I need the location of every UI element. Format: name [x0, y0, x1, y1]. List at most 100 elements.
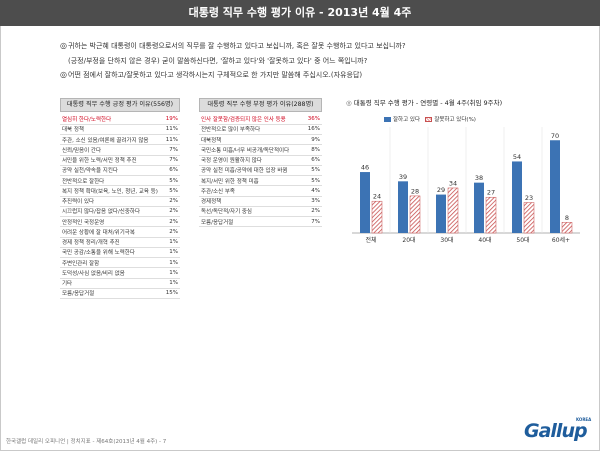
bullet-icon: ◎ [346, 99, 352, 107]
question-1: ◎귀하는 박근혜 대통령이 대통령으로서의 직무를 잘 수행하고 있다고 보십니… [60, 41, 406, 51]
reason-value: 5% [303, 165, 322, 177]
reason-label: 경제 정책 정리/개혁 추진 [60, 237, 164, 248]
data-label: 24 [373, 193, 381, 201]
reason-label: 주변인관리 잘함 [60, 257, 164, 269]
legend-label-negative: 잘못하고 있다(%) [434, 117, 476, 123]
category-label: 50대 [516, 236, 529, 244]
table-row: 전반적으로 잘한다 5% [60, 175, 180, 187]
footer-note: 한국갤럽 데일리 오피니언 | 정치지표 - 제64호(2013년 4월 4주)… [6, 439, 167, 445]
age-bar-chart: 46 24 전체 39 28 20대 29 34 30대 38 27 40대 54 23 50대 70 8 60세… [352, 127, 580, 244]
reason-value: 7% [163, 155, 180, 166]
bar-negative [447, 187, 459, 234]
table-row: 안정적인 국정운영 2% [60, 216, 180, 228]
table-row: 복지/서민 위한 정책 미흡 5% [199, 175, 322, 187]
reason-value: 8% [303, 144, 322, 156]
table-row: 주관/소신 부족 4% [199, 185, 322, 197]
positive-table-header: 대통령 직무 수행 긍정 평가 이유(556명) [60, 98, 180, 112]
category-label: 60세+ [552, 236, 570, 244]
question-1-text: 귀하는 박근혜 대통령이 대통령으로서의 직무를 잘 수행하고 있다고 보십니까… [68, 42, 406, 50]
reason-value: 6% [163, 165, 180, 177]
chart-title-text: 대통령 직무 수행 평가 - 연령별 - 4월 4주(취임 9주차) [353, 99, 503, 107]
table-row: 도덕성/사심 없음/비리 없음 1% [60, 267, 180, 279]
category-label: 30대 [440, 236, 453, 244]
table-row: 전반적으로 많이 부족하다 16% [199, 124, 322, 136]
reason-value: 7% [163, 144, 180, 156]
reason-label: 열심히 한다/노력한다 [60, 114, 164, 125]
negative-table-header: 대통령 직무 수행 부정 평가 이유(288명) [199, 98, 322, 112]
reason-value: 4% [303, 185, 322, 197]
reason-label: 주관/소신 부족 [199, 185, 304, 197]
table-row: 공약 실천 미흡/공약에 대한 입장 바뀜 5% [199, 165, 322, 177]
gallup-logo-sub: KOREA [576, 417, 592, 422]
reason-value: 36% [303, 114, 322, 125]
data-label: 27 [487, 189, 495, 197]
data-label: 38 [475, 174, 483, 182]
table-row: 기타 1% [60, 278, 180, 289]
bar-positive [512, 161, 522, 233]
table-row: 신뢰/믿음이 간다 7% [60, 144, 180, 156]
reason-value: 1% [163, 278, 180, 289]
reason-label: 모름/응답거절 [199, 216, 304, 228]
data-label: 39 [399, 173, 407, 181]
bar-negative [409, 195, 421, 234]
data-label: 8 [565, 214, 569, 222]
reason-label: 국정 운영이 원활하지 않다 [199, 155, 304, 166]
bar-negative [371, 200, 383, 234]
question-1b: (긍정/부정을 단하지 않은 경우) 굳이 말씀하신다면, '잘하고 있다'와 … [68, 57, 368, 65]
category-label: 40대 [478, 236, 491, 244]
reason-value: 1% [163, 267, 180, 279]
reason-label: 서민을 위한 노력/서민 정책 추진 [60, 155, 164, 166]
table-row: 대북 정책 11% [60, 124, 180, 136]
reason-label: 공약 실천 미흡/공약에 대한 입장 바뀜 [199, 165, 304, 177]
reason-label: 전반적으로 많이 부족하다 [199, 124, 304, 136]
table-row: 독선/독단적/자기 중심 2% [199, 206, 322, 218]
table-row: 대북정책 9% [199, 134, 322, 146]
reason-value: 1% [163, 247, 180, 259]
positive-reasons-table: 열심히 한다/노력한다 19% 대북 정책 11% 주관, 소신 있음/여론에 끌려가지… [60, 114, 180, 300]
table-row: 국정 운영이 원활하지 않다 6% [199, 155, 322, 166]
reason-value: 5% [163, 185, 180, 197]
data-label: 70 [551, 132, 559, 140]
reason-value: 11% [163, 124, 180, 136]
bar-positive [550, 140, 560, 233]
reason-label: 기타 [60, 278, 164, 289]
table-row: 주변인관리 잘함 1% [60, 257, 180, 269]
table-row: 복지 정책 확대(보육, 노인, 청년, 교육 등) 5% [60, 185, 180, 197]
reason-label: 국민소통 미흡/너무 비공개/독단적이다 [199, 144, 304, 156]
table-row: 모름/응답거절 15% [60, 288, 180, 300]
table-row: 주관, 소신 있음/여론에 끌려가지 않음 11% [60, 134, 180, 146]
reason-label: 전반적으로 잘한다 [60, 175, 164, 187]
table-row: 어려운 상황에 잘 대처/위기극복 2% [60, 226, 180, 238]
legend-swatch-negative [425, 117, 433, 122]
reason-label: 대북 정책 [60, 124, 164, 136]
negative-reasons-table: 인사 잘못함/검증되지 않은 인사 등용 36% 전반적으로 많이 부족하다 16% 대… [199, 114, 322, 228]
reason-value: 19% [163, 114, 180, 125]
reason-value: 2% [163, 206, 180, 218]
reason-value: 3% [303, 196, 322, 207]
question-2-text: 어떤 점에서 잘하고/잘못하고 있다고 생각하시는지 구체적으로 한 가지만 말… [68, 71, 363, 79]
bullet-icon: ◎ [60, 41, 67, 50]
bar-negative [523, 202, 535, 234]
reason-value: 6% [303, 155, 322, 166]
table-row: 열심히 한다/노력한다 19% [60, 114, 180, 125]
reason-value: 11% [163, 134, 180, 146]
reason-label: 국민 공감/소통을 위해 노력한다 [60, 247, 164, 259]
reason-label: 추진력이 있다 [60, 196, 164, 207]
reason-value: 5% [303, 175, 322, 187]
table-row: 경제정책 3% [199, 196, 322, 207]
data-label: 46 [361, 164, 369, 172]
question-2: ◎어떤 점에서 잘하고/잘못하고 있다고 생각하시는지 구체적으로 한 가지만 … [60, 70, 362, 80]
reason-value: 2% [163, 196, 180, 207]
legend-swatch-positive [384, 117, 391, 122]
table-row: 시끄럽지 않다/잡음 없다/신중하다 2% [60, 206, 180, 218]
data-label: 28 [411, 187, 419, 195]
table-row: 공약 실천/약속을 지킨다 6% [60, 165, 180, 177]
reason-label: 공약 실천/약속을 지킨다 [60, 165, 164, 177]
bar-positive [360, 172, 370, 233]
reason-label: 경제정책 [199, 196, 304, 207]
reason-label: 어려운 상황에 잘 대처/위기극복 [60, 226, 164, 238]
chart-legend: 잘하고 있다 잘못하고 있다(%) [384, 115, 476, 123]
reason-value: 1% [163, 257, 180, 269]
reason-value: 7% [303, 216, 322, 228]
table-row: 모름/응답거절 7% [199, 216, 322, 228]
